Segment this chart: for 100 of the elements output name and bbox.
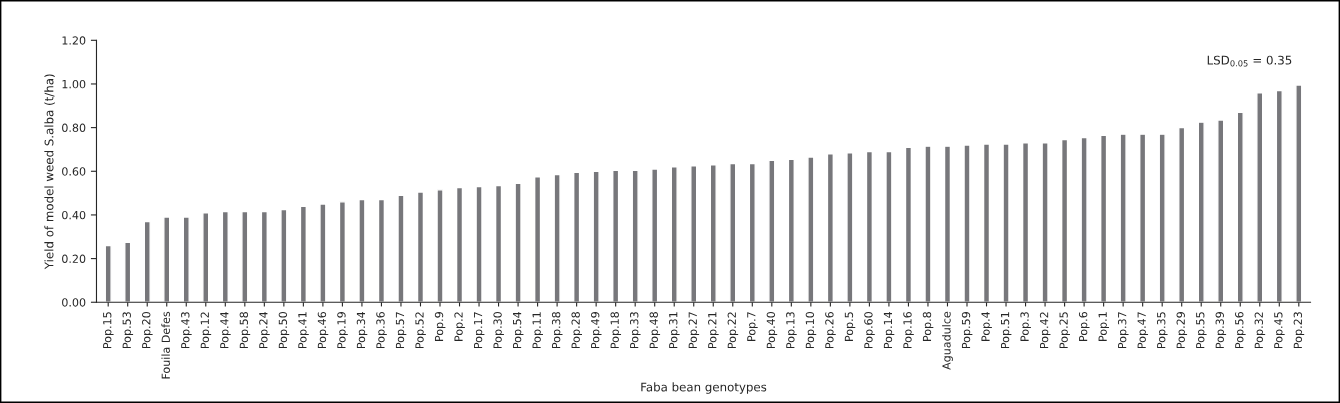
bar: [1080, 136, 1088, 303]
x-tick-label: Pop.57: [395, 312, 407, 349]
bar: [182, 216, 190, 303]
bar: [143, 220, 151, 303]
x-tick-label: Pop.5: [844, 312, 856, 341]
bar: [221, 210, 229, 303]
x-tick-label: Pop.31: [669, 312, 680, 349]
x-tick-label: Pop.10: [805, 312, 817, 349]
x-tick-label: Pop.58: [239, 312, 251, 349]
x-tick-label: Pop.4: [981, 311, 992, 341]
bar: [358, 198, 366, 303]
bar: [299, 205, 307, 303]
x-tick-label: Pop.27: [688, 312, 700, 349]
y-tick-label: 0.20: [62, 254, 86, 263]
x-tick-label: Pop.60: [864, 312, 875, 349]
x-tick-label: Pop.33: [630, 312, 641, 349]
x-tick-label: Aguadulce: [942, 311, 953, 370]
bar: [904, 146, 913, 303]
x-axis-title: Faba bean genotypes: [641, 382, 767, 394]
bar: [1041, 142, 1049, 303]
bar: [514, 182, 522, 303]
y-axis-title: Yield of model weed S.alba (t/ha): [44, 74, 55, 270]
y-tick-label: 1.20: [62, 36, 86, 45]
x-tick-label: Pop.13: [786, 312, 797, 349]
bar: [612, 169, 620, 303]
bar: [436, 189, 444, 303]
x-tick-label: Pop.1: [1098, 312, 1109, 341]
bar: [651, 168, 659, 303]
x-tick-label: Pop.32: [1254, 312, 1266, 349]
x-tick-label: Pop.25: [1059, 312, 1070, 349]
bar: [319, 203, 327, 303]
x-tick-label: Pop.43: [181, 312, 192, 349]
x-tick-label: Pop.29: [1176, 312, 1188, 349]
bar: [104, 244, 112, 303]
bar: [1100, 134, 1108, 303]
x-tick-label: Pop.16: [903, 311, 914, 349]
bar: [865, 150, 874, 303]
x-tick-label: Pop.7: [747, 312, 758, 341]
bar: [241, 210, 249, 303]
bar: [807, 156, 815, 303]
bar: [885, 150, 893, 303]
x-tick-label: Pop.12: [200, 312, 212, 349]
bar: [1217, 119, 1225, 303]
bar: [163, 216, 171, 303]
bar: [533, 176, 542, 303]
y-tick-label: 0.00: [62, 298, 86, 307]
bar: [1158, 133, 1166, 303]
bar: [963, 144, 971, 303]
x-tick-label: Pop.50: [278, 312, 290, 349]
bar: [455, 186, 464, 303]
bar: [1197, 121, 1205, 303]
y-tick-label: 0.60: [62, 167, 86, 176]
x-tick-label: Pop.24: [259, 311, 270, 349]
x-tick-label: Pop.47: [1137, 312, 1149, 349]
x-tick-label: Fouila Defes: [161, 311, 170, 379]
x-tick-label: Pop.38: [551, 312, 563, 349]
x-tick-label: Pop.40: [766, 312, 778, 349]
x-tick-label: Pop.51: [1001, 312, 1012, 349]
x-tick-label: Pop.36: [376, 311, 387, 349]
x-tick-label: Pop.8: [922, 312, 934, 341]
x-tick-label: Pop.54: [513, 311, 524, 349]
x-tick-label: Pop.45: [1274, 312, 1285, 349]
x-tick-label: Pop.30: [493, 312, 504, 349]
x-tick-label: Pop.52: [415, 312, 426, 349]
x-tick-label: Pop.48: [649, 312, 661, 349]
bar: [573, 171, 581, 303]
bar: [475, 185, 483, 303]
bar: [709, 164, 717, 303]
bar: [768, 159, 776, 303]
x-tick-label: Pop.55: [1196, 312, 1207, 349]
bar: [1002, 143, 1010, 303]
bar: [787, 158, 795, 303]
bar: [1275, 89, 1283, 303]
bar: [943, 145, 952, 303]
bar: [1139, 133, 1147, 303]
x-tick-label: Pop.17: [474, 312, 485, 349]
x-tick-label: Pop.19: [337, 312, 348, 349]
bar: [260, 210, 268, 303]
bar: [280, 208, 288, 303]
bar: [1178, 126, 1186, 303]
bar: [1236, 111, 1244, 303]
bar: [982, 143, 991, 303]
y-tick-label: 0.80: [62, 123, 86, 132]
x-tick-label: Pop.14: [883, 311, 895, 349]
x-tick-label: Pop.3: [1020, 312, 1031, 341]
x-tick-label: Pop.11: [532, 312, 543, 349]
bar: [670, 166, 678, 303]
bar: [1021, 142, 1030, 303]
bar: [826, 153, 834, 303]
bar: [729, 162, 737, 303]
x-tick-label: Pop.56: [1235, 311, 1246, 349]
bar: [338, 201, 347, 303]
x-tick-label: Pop.37: [1117, 312, 1129, 349]
bar: [690, 165, 698, 303]
x-tick-label: Pop.28: [571, 312, 583, 349]
x-tick-label: Pop.49: [590, 312, 602, 349]
annotation: LSD$_{0.05}$ = 0.35: [1207, 55, 1292, 67]
bar: [494, 184, 503, 303]
x-tick-label: Pop.6: [1078, 311, 1090, 341]
x-tick-label: Pop.53: [122, 312, 134, 349]
